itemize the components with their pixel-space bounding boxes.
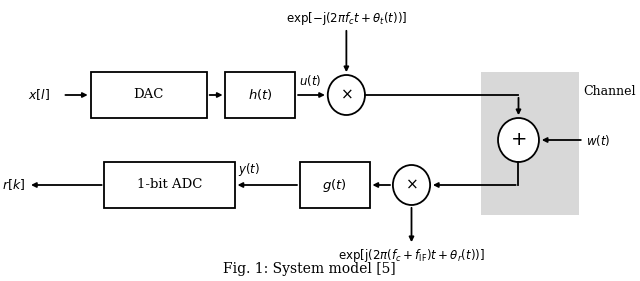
- Bar: [225, 72, 295, 118]
- Text: $h(t)$: $h(t)$: [248, 87, 273, 103]
- Text: 1-bit ADC: 1-bit ADC: [137, 178, 202, 191]
- Circle shape: [393, 165, 430, 205]
- Text: $w(t)$: $w(t)$: [586, 133, 611, 148]
- Circle shape: [328, 75, 365, 115]
- Text: $\mathrm{exp}[\mathrm{j}(2\pi(f_c + f_\mathrm{IF})t + \theta_r(t))]$: $\mathrm{exp}[\mathrm{j}(2\pi(f_c + f_\m…: [338, 247, 485, 264]
- Text: $\mathrm{exp}[-\mathrm{j}(2\pi f_c t + \theta_t(t))]$: $\mathrm{exp}[-\mathrm{j}(2\pi f_c t + \…: [285, 10, 407, 27]
- Circle shape: [498, 118, 539, 162]
- Text: $y(t)$: $y(t)$: [239, 161, 260, 178]
- Text: $\times$: $\times$: [405, 178, 418, 192]
- Text: Fig. 1: System model [5]: Fig. 1: System model [5]: [223, 262, 396, 276]
- Bar: [481, 72, 579, 215]
- Text: $r[k]$: $r[k]$: [3, 178, 26, 192]
- Bar: [90, 72, 207, 118]
- Text: DAC: DAC: [134, 89, 164, 101]
- Text: $u(t)$: $u(t)$: [299, 73, 321, 88]
- Text: $x[l]$: $x[l]$: [28, 87, 50, 103]
- Text: $g(t)$: $g(t)$: [323, 176, 347, 194]
- Bar: [104, 162, 235, 208]
- Text: $\times$: $\times$: [340, 88, 353, 102]
- Text: Channel: Channel: [584, 85, 636, 98]
- Text: $+$: $+$: [510, 131, 527, 149]
- Bar: [300, 162, 370, 208]
